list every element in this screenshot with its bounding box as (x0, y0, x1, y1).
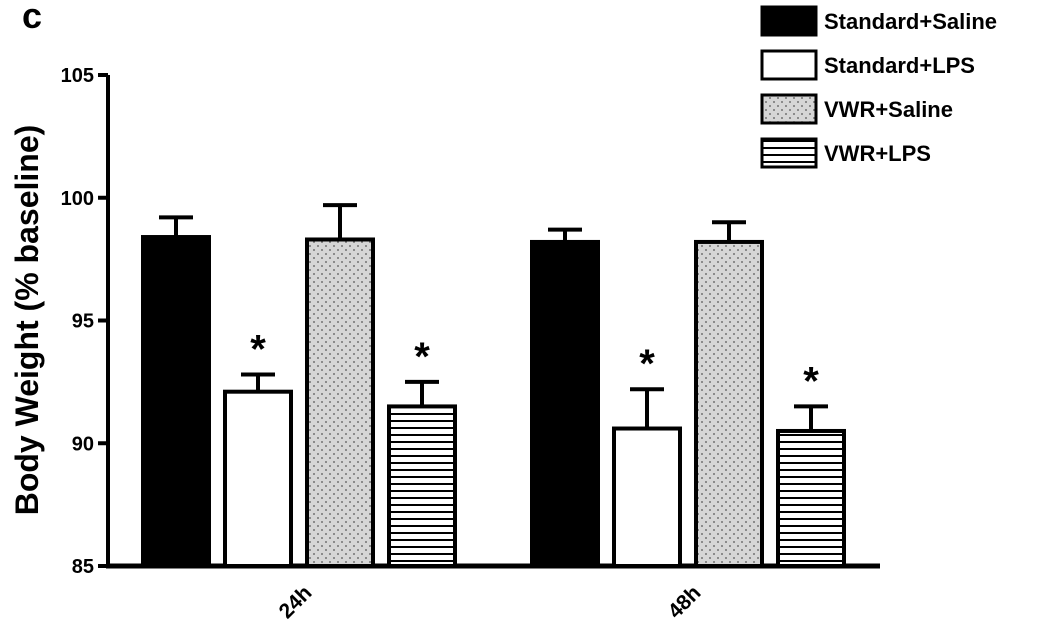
significance-star: * (414, 335, 430, 379)
legend-label: VWR+LPS (824, 141, 931, 166)
bar-vwr-saline-48h (694, 239, 764, 568)
legend-swatch (760, 137, 818, 169)
y-tick-label: 85 (72, 556, 94, 578)
bar-standard-saline-24h (141, 235, 211, 568)
legend-swatch (760, 49, 818, 81)
category-labels: 24h 48h (275, 581, 706, 623)
bar-vwr-lps-48h (776, 428, 846, 568)
y-tick-label: 105 (61, 65, 94, 87)
significance-star: * (639, 342, 655, 386)
bar-standard-saline-48h (530, 239, 600, 568)
y-tick-label: 90 (72, 433, 94, 455)
legend-label: Standard+LPS (824, 53, 975, 78)
legend-label: VWR+Saline (824, 97, 953, 122)
x-category-label: 24h (275, 581, 317, 623)
bars-group (141, 235, 846, 569)
bar-standard-lps-24h (223, 389, 293, 568)
significance-star: * (250, 328, 266, 372)
bar-vwr-saline-24h (305, 237, 375, 569)
y-tick-label: 95 (72, 311, 94, 333)
y-axis-title: Body Weight (% baseline) (9, 125, 45, 516)
error-bars-group (159, 203, 828, 431)
significance-star: * (803, 359, 819, 403)
bar-standard-lps-48h (612, 426, 682, 568)
legend-swatch (760, 5, 818, 37)
legend-swatch (760, 93, 818, 125)
legend-label: Standard+Saline (824, 9, 997, 34)
bar-vwr-lps-24h (387, 404, 457, 568)
y-axis: 85 90 95 100 105 (61, 65, 110, 578)
legend: Standard+Saline Standard+LPS VWR+Saline VWR… (760, 5, 997, 169)
significance-markers: * * * * (250, 328, 819, 404)
x-category-label: 48h (664, 581, 706, 623)
y-tick-label: 100 (61, 188, 94, 210)
panel-label: c (22, 0, 42, 36)
